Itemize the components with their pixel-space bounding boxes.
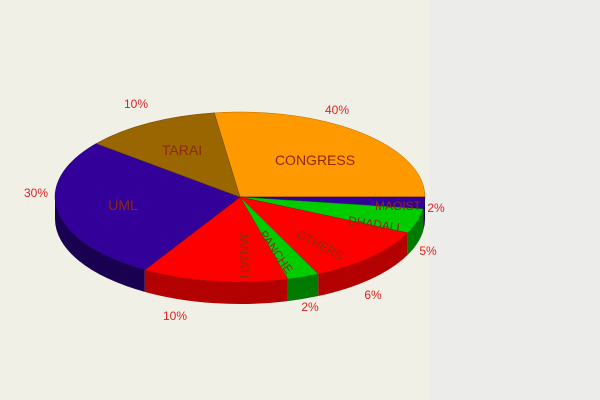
slice-label-congress: CONGRESS xyxy=(275,152,355,168)
pie-side-janjati xyxy=(144,269,288,304)
pie-side-dhadali xyxy=(407,208,424,255)
percent-label-tarai: 10% xyxy=(124,97,148,111)
pie-side-uml xyxy=(55,197,145,292)
background-patch xyxy=(430,0,600,400)
pie-slice-others[interactable] xyxy=(239,196,409,275)
pie-side-others xyxy=(318,232,408,297)
pie-side-maoist xyxy=(423,197,425,231)
percent-label-dhadali: 5% xyxy=(419,244,437,258)
percent-label-panche: 2% xyxy=(301,300,319,314)
slice-label-maoist: MAOIST xyxy=(375,199,422,213)
percent-label-others: 6% xyxy=(364,288,382,302)
percent-label-janjati: 10% xyxy=(163,309,187,323)
percent-label-maoist: 2% xyxy=(427,201,445,215)
slice-label-janjati: JANJATI xyxy=(237,232,251,278)
percent-label-congress: 40% xyxy=(325,103,349,117)
pie-slice-janjati[interactable] xyxy=(144,196,289,283)
pie-slice-tarai[interactable] xyxy=(95,112,241,198)
slice-label-uml: UML xyxy=(108,197,138,213)
pie-slice-uml[interactable] xyxy=(54,143,241,271)
pie-side-panche xyxy=(287,274,319,302)
percent-label-uml: 30% xyxy=(24,186,48,200)
slice-label-tarai: TARAI xyxy=(162,142,202,158)
pie-slice-congress[interactable] xyxy=(213,111,426,198)
